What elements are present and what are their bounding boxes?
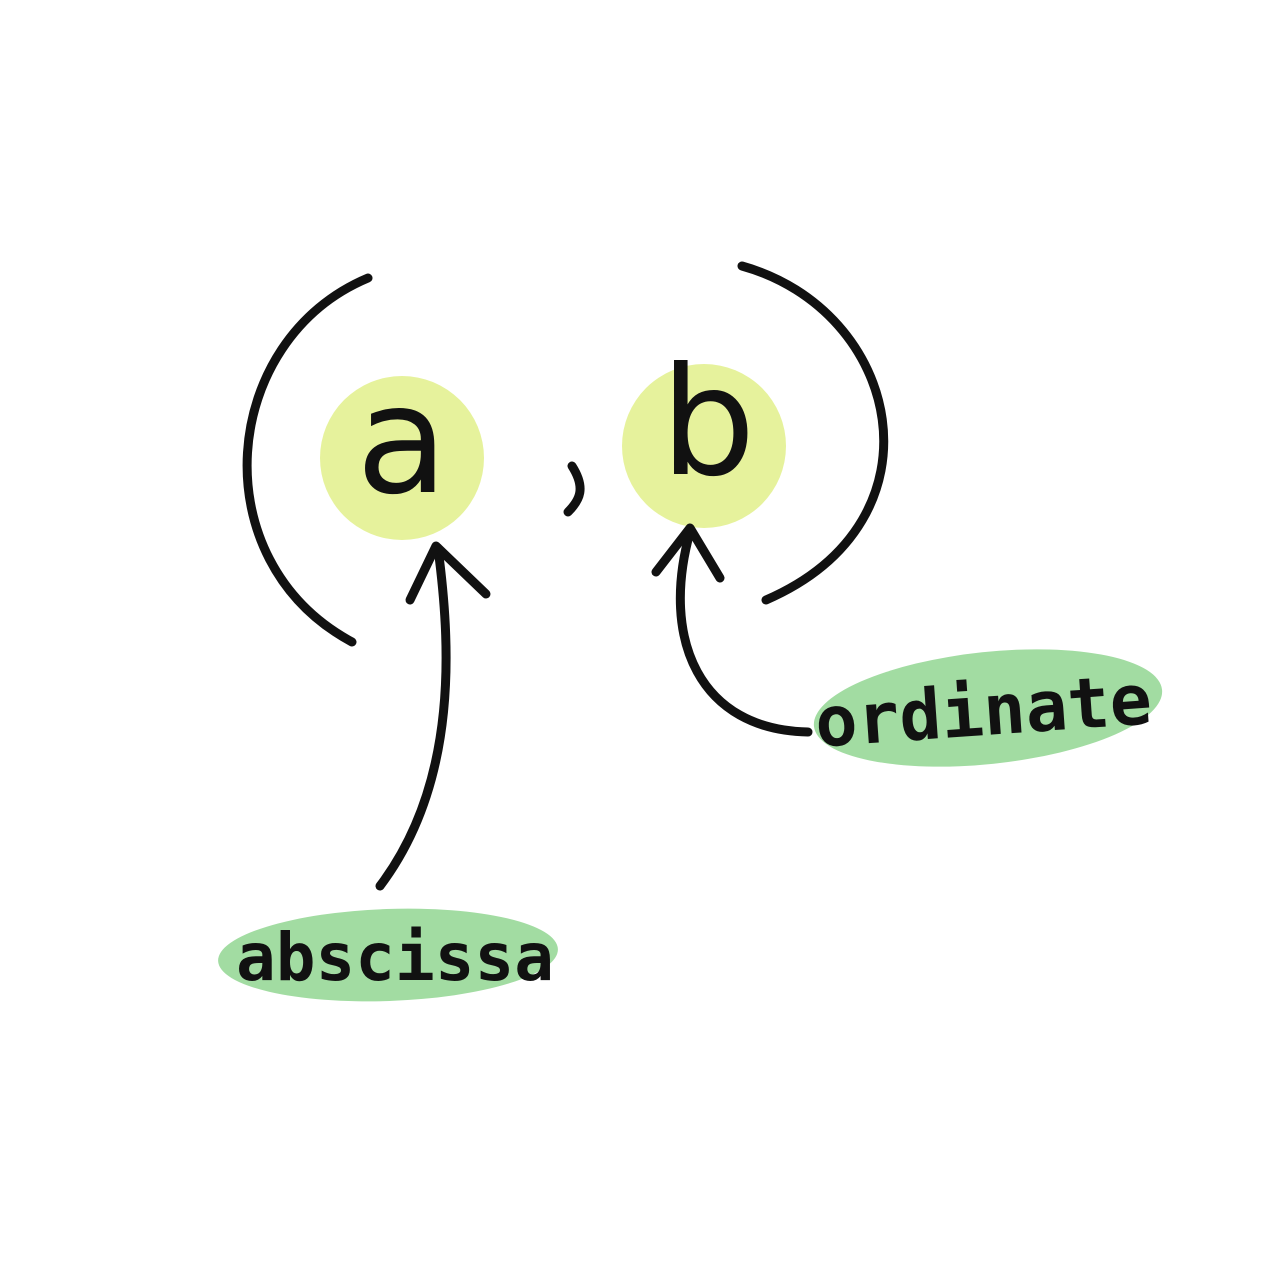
arrow-ordinate-head bbox=[651, 523, 725, 583]
close-paren bbox=[737, 261, 889, 605]
highlight-a bbox=[320, 376, 484, 540]
open-paren bbox=[242, 273, 373, 647]
arrow-abscissa-shaft bbox=[375, 543, 451, 891]
arrow-abscissa-head bbox=[405, 541, 491, 605]
arrow-ordinate-shaft bbox=[675, 527, 813, 737]
comma bbox=[563, 461, 585, 517]
variable-a: a bbox=[356, 354, 448, 528]
label-blob-abscissa bbox=[218, 908, 558, 1002]
label-blob-ordinate bbox=[813, 649, 1163, 767]
variable-b: b bbox=[660, 336, 755, 510]
label-ordinate: ordinate bbox=[812, 658, 1154, 763]
highlight-b bbox=[622, 364, 786, 528]
label-abscissa: abscissa bbox=[236, 919, 554, 996]
